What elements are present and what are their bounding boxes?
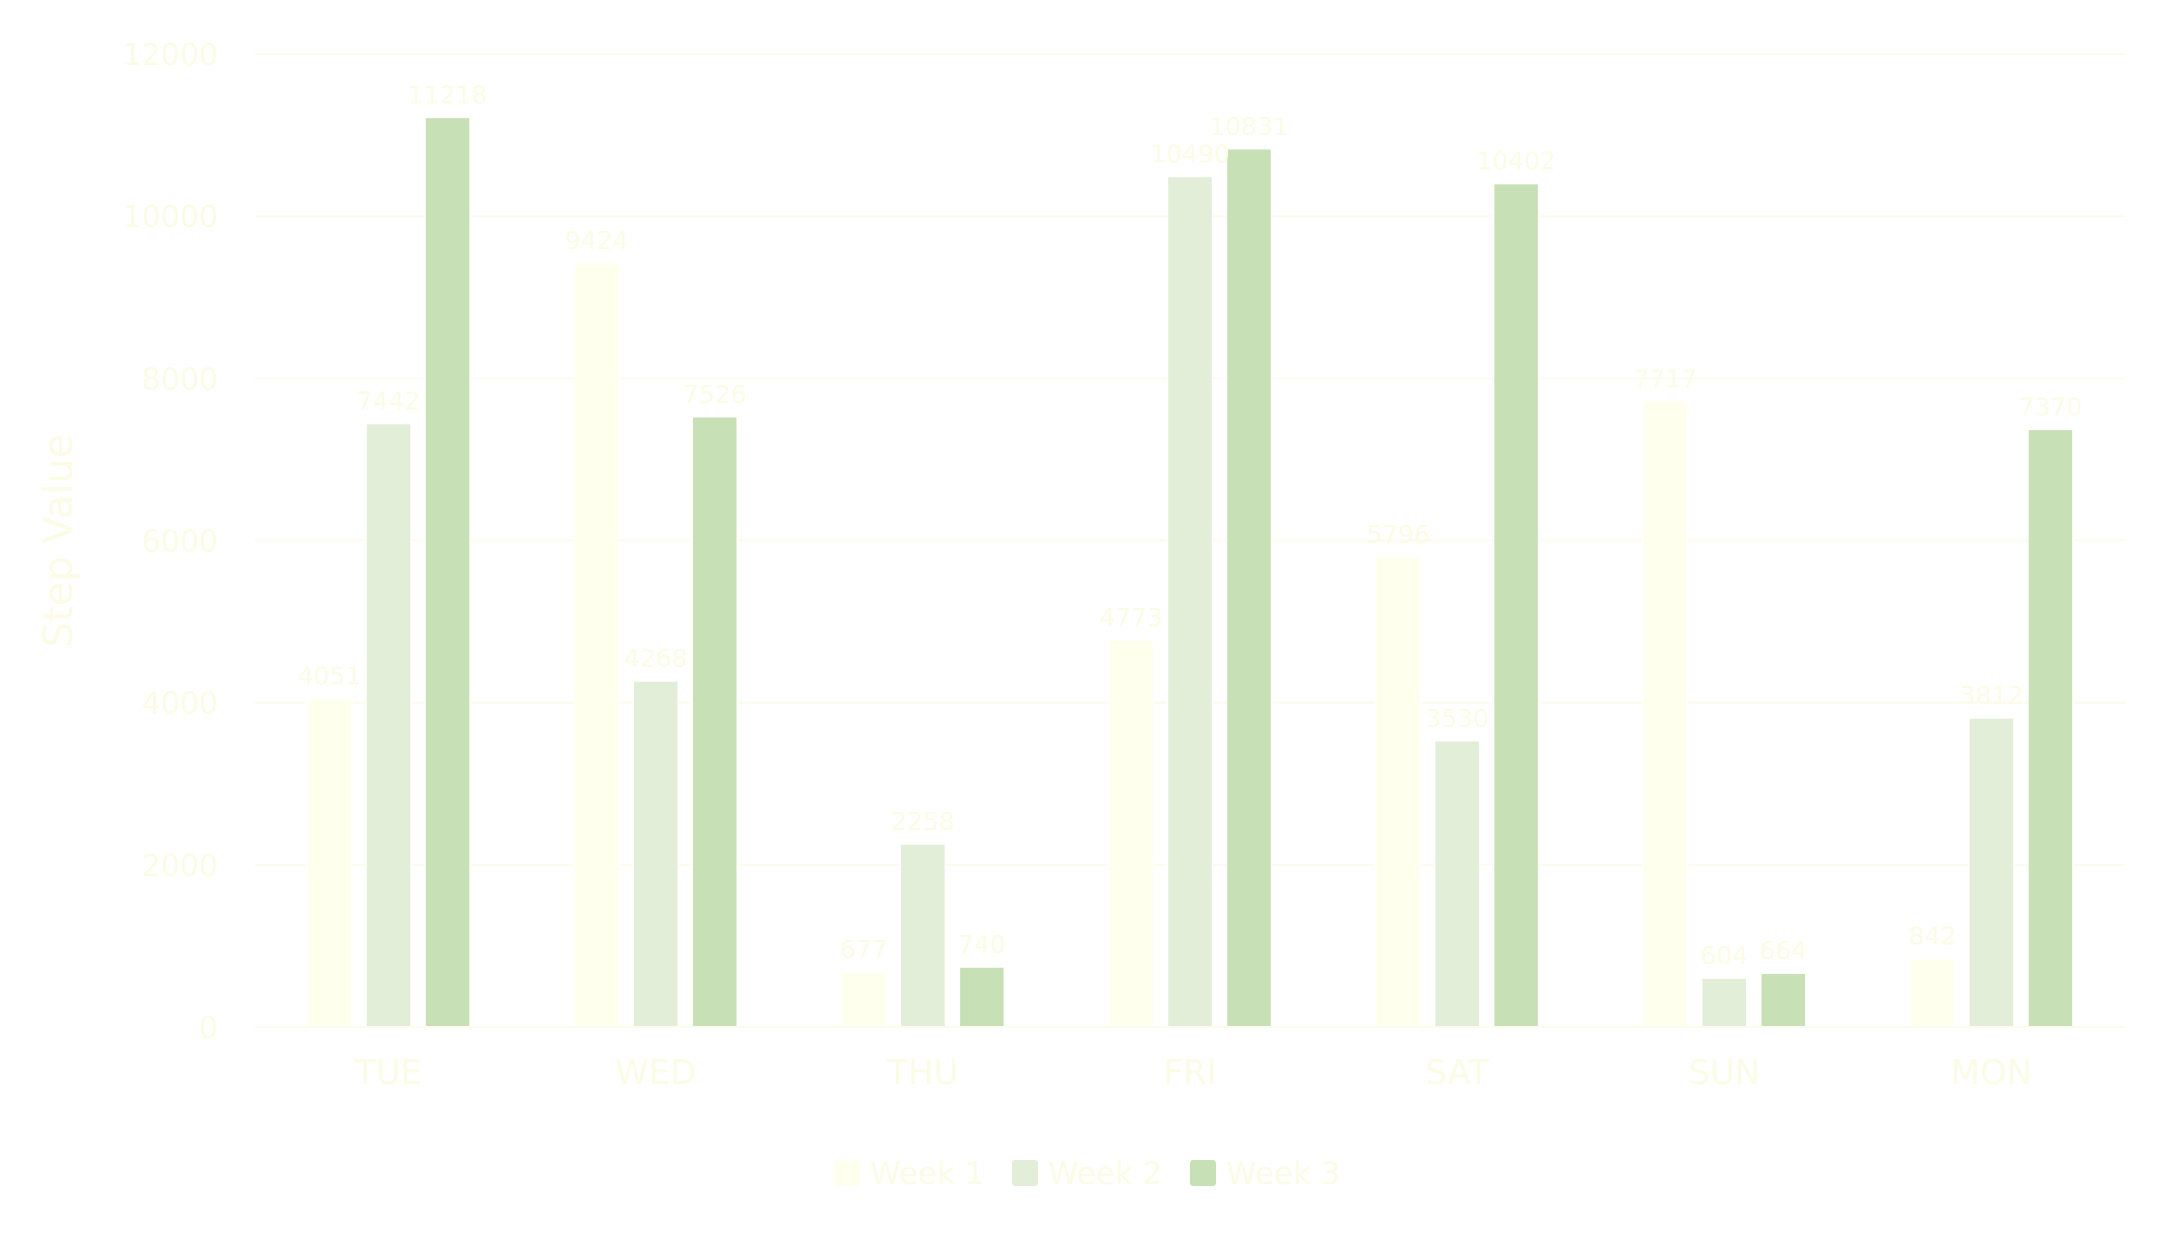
bar-week-1-sat bbox=[1374, 556, 1422, 1028]
x-tick-label: MON bbox=[1951, 1053, 2033, 1093]
x-tick-label: SUN bbox=[1688, 1053, 1760, 1093]
y-tick-label: 12000 bbox=[123, 38, 218, 73]
legend-item-week-3[interactable]: Week 3 bbox=[1190, 1156, 1341, 1192]
y-axis-title: Step Value bbox=[36, 434, 82, 648]
bar-week-2-fri bbox=[1166, 175, 1214, 1028]
legend-swatch bbox=[1012, 1160, 1038, 1186]
bar-week-2-sun bbox=[1701, 977, 1748, 1028]
data-label: 7442 bbox=[357, 387, 421, 416]
bar-week-3-wed bbox=[691, 416, 738, 1028]
y-tick-label: 8000 bbox=[142, 362, 218, 397]
data-label: 740 bbox=[958, 930, 1006, 959]
axes: 0 2000 4000 6000 8000 10000 12000 TUE WED THU FRI S… bbox=[123, 38, 2125, 1093]
data-label: 604 bbox=[1700, 941, 1748, 970]
data-label: 7526 bbox=[683, 380, 747, 409]
y-tick-label: 6000 bbox=[142, 525, 218, 560]
bar-week-2-thu bbox=[899, 843, 947, 1028]
data-label: 677 bbox=[840, 935, 888, 964]
bar-week-3-mon bbox=[2027, 428, 2074, 1028]
data-label: 4773 bbox=[1099, 603, 1163, 632]
bar-week-3-sun bbox=[1760, 972, 1807, 1028]
legend-swatch bbox=[834, 1160, 860, 1186]
bars bbox=[306, 116, 2074, 1028]
bar-week-1-thu bbox=[840, 971, 888, 1028]
bar-week-1-wed bbox=[573, 262, 620, 1028]
data-label: 9424 bbox=[565, 226, 629, 255]
x-tick-label: THU bbox=[886, 1053, 958, 1093]
bar-week-1-tue bbox=[306, 697, 353, 1028]
legend-item-week-2[interactable]: Week 2 bbox=[1012, 1156, 1163, 1192]
data-label: 10402 bbox=[1476, 147, 1556, 176]
data-label: 664 bbox=[1759, 936, 1807, 965]
data-label: 4268 bbox=[624, 644, 688, 673]
data-label: 7370 bbox=[2019, 392, 2083, 421]
y-tick-label: 4000 bbox=[142, 687, 218, 722]
x-tick-label: WED bbox=[615, 1053, 696, 1093]
legend-swatch bbox=[1190, 1160, 1216, 1186]
legend-label: Week 1 bbox=[870, 1156, 985, 1192]
bar-week-3-tue bbox=[424, 116, 471, 1028]
data-label: 7717 bbox=[1633, 364, 1697, 393]
data-label: 3530 bbox=[1425, 704, 1489, 733]
data-label: 2258 bbox=[891, 807, 955, 836]
y-tick-label: 10000 bbox=[123, 200, 218, 235]
data-label: 3812 bbox=[1960, 681, 2024, 710]
legend-label: Week 2 bbox=[1048, 1156, 1163, 1192]
bar-week-2-mon bbox=[1968, 717, 2015, 1028]
bar-week-1-mon bbox=[1909, 957, 1956, 1028]
data-label: 5796 bbox=[1366, 520, 1430, 549]
data-label: 842 bbox=[1909, 922, 1957, 951]
data-label: 10831 bbox=[1209, 112, 1289, 141]
data-label: 10490 bbox=[1150, 139, 1230, 168]
data-label: 4051 bbox=[298, 662, 362, 691]
bar-week-2-sat bbox=[1433, 740, 1481, 1028]
legend: Week 1 Week 2 Week 3 bbox=[834, 1156, 1341, 1192]
data-label: 11218 bbox=[408, 80, 488, 109]
bar-week-3-thu bbox=[958, 966, 1006, 1028]
value-labels: 4051 7442 11218 9424 4268 7526 677 2258 740 4773 1… bbox=[298, 80, 2082, 970]
y-tick-label: 2000 bbox=[142, 849, 218, 884]
bar-week-1-sun bbox=[1642, 400, 1689, 1028]
legend-label: Week 3 bbox=[1226, 1156, 1341, 1192]
x-tick-label: TUE bbox=[354, 1053, 422, 1093]
legend-item-week-1[interactable]: Week 1 bbox=[834, 1156, 985, 1192]
bar-week-1-fri bbox=[1107, 639, 1155, 1028]
bar-week-2-tue bbox=[365, 422, 412, 1028]
x-tick-label: SAT bbox=[1425, 1053, 1489, 1093]
bar-week-3-sat bbox=[1492, 182, 1540, 1028]
x-tick-label: FRI bbox=[1163, 1053, 1216, 1093]
bar-week-3-fri bbox=[1225, 148, 1273, 1028]
y-tick-label: 0 bbox=[199, 1011, 218, 1046]
bar-week-2-wed bbox=[632, 680, 679, 1028]
